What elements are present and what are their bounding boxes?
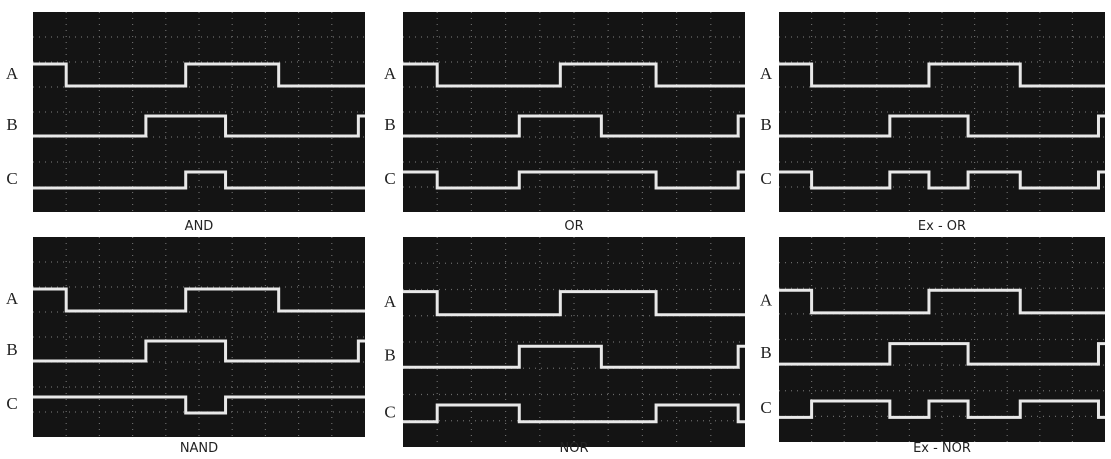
scope-panel: A B C Ex - NOR	[760, 237, 1105, 456]
scope-panel: A B C NAND	[6, 237, 365, 456]
figure: A B C AND A B C OR A B C Ex - OR A B C NAND A B C NOR A B C Ex …	[0, 0, 1111, 459]
channel-label: A	[760, 290, 773, 309]
channel-label: C	[760, 169, 771, 188]
channel-label: B	[384, 346, 395, 365]
scope-panel: A B C Ex - OR	[760, 12, 1105, 234]
channel-label: C	[760, 398, 771, 417]
scope-panel: A B C AND	[6, 12, 365, 234]
channel-label: A	[6, 289, 19, 308]
channel-label: C	[384, 169, 395, 188]
channel-label: A	[760, 64, 773, 83]
channel-label: B	[760, 343, 771, 362]
scope-screen	[403, 237, 745, 447]
channel-label: B	[760, 115, 771, 134]
channel-label: A	[6, 64, 19, 83]
channel-label: C	[6, 169, 17, 188]
channel-label: B	[384, 115, 395, 134]
channel-label: A	[384, 64, 397, 83]
channel-label: B	[6, 340, 17, 359]
panel-caption: NOR	[560, 441, 589, 456]
channel-label: C	[384, 402, 395, 421]
panel-caption: NAND	[180, 441, 218, 456]
scope-panel: A B C NOR	[384, 237, 745, 456]
channel-label: C	[6, 394, 17, 413]
panel-caption: Ex - OR	[918, 219, 966, 234]
panel-caption: OR	[564, 219, 583, 234]
panel-caption: AND	[185, 219, 214, 234]
channel-label: B	[6, 115, 17, 134]
channel-label: A	[384, 292, 397, 311]
panel-caption: Ex - NOR	[913, 441, 971, 456]
scope-panel: A B C OR	[384, 12, 745, 234]
